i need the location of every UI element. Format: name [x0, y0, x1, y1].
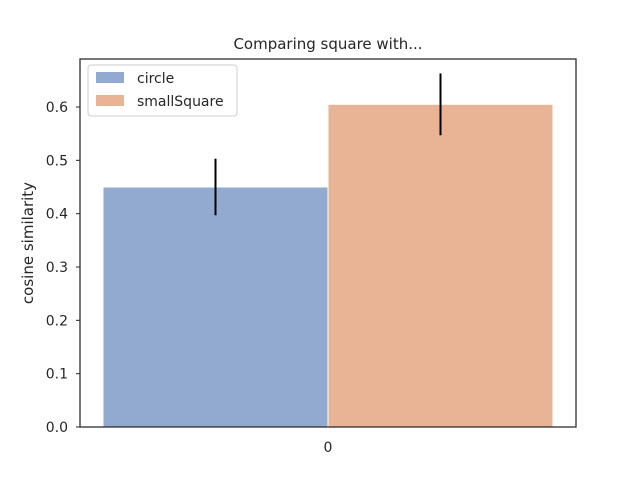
- plot-area: [79, 58, 577, 428]
- legend-label-circle: circle: [137, 71, 174, 87]
- y-tick-label: 0.4: [46, 207, 68, 223]
- y-axis: 0.0 0.1 0.2 0.3 0.4 0.5 0.6: [46, 100, 80, 436]
- y-tick-label: 0.1: [46, 367, 68, 383]
- bar-circle: [102, 186, 329, 428]
- y-axis-label: cosine similarity: [19, 182, 37, 304]
- axes-frame: [79, 58, 577, 428]
- x-axis: 0: [324, 440, 333, 456]
- legend: circle smallSquare: [87, 64, 238, 117]
- legend-label-smallSquare: smallSquare: [137, 94, 224, 110]
- y-tick-label: 0.0: [46, 420, 68, 436]
- legend-swatch-circle: [96, 72, 124, 83]
- bar-smallSquare: [327, 103, 554, 428]
- chart-title: Comparing square with...: [233, 35, 422, 53]
- y-tick-label: 0.6: [46, 100, 68, 116]
- x-tick-label: 0: [324, 440, 333, 456]
- y-tick-label: 0.5: [46, 153, 68, 169]
- legend-swatch-smallSquare: [96, 95, 124, 106]
- legend-frame: [87, 64, 238, 117]
- y-tick-label: 0.3: [46, 260, 68, 276]
- y-tick-label: 0.2: [46, 313, 68, 329]
